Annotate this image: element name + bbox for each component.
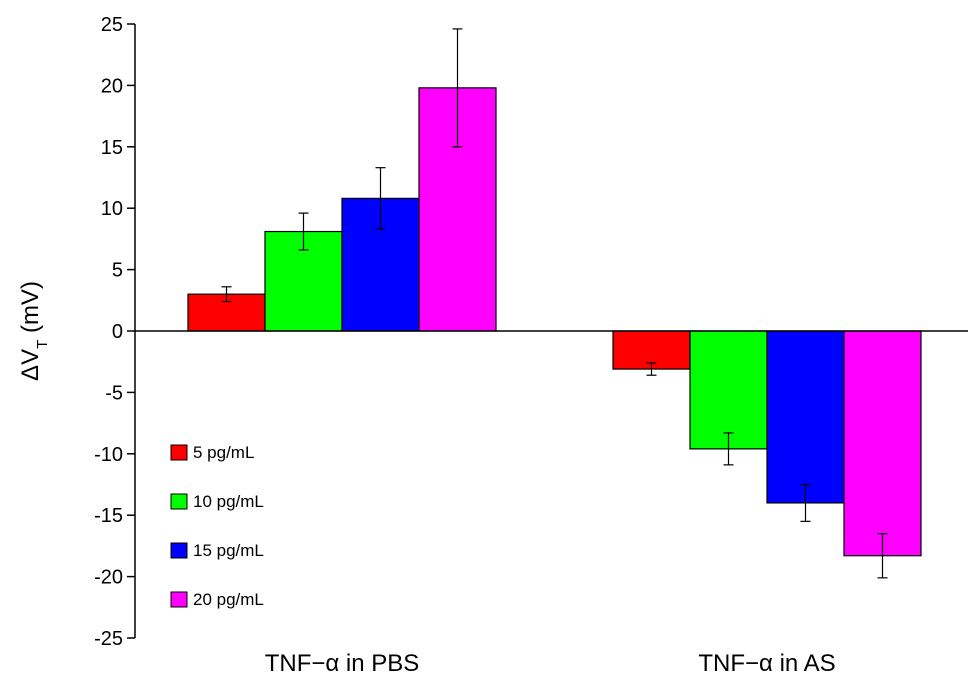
y-tick-label: 15 [101,137,123,159]
y-axis-title-subscript: T [34,340,51,349]
legend-label: 20 pg/mL [193,590,264,609]
y-tick-label: 10 [101,198,123,220]
bar-as-2 [689,330,768,450]
y-tick-label: 25 [101,14,123,36]
y-axis: 25 20 15 10 5 0 -5 -10 -15 -20 -25 [94,14,136,650]
legend: 5 pg/mL 10 pg/mL 15 pg/mL 20 pg/mL [170,443,264,609]
bar-as-4 [843,330,922,557]
bars [187,87,922,557]
y-tick-label: -25 [94,628,123,650]
legend-swatch [170,591,188,608]
legend-swatch [170,542,188,559]
legend-swatch [170,444,188,461]
legend-swatch [170,493,188,510]
y-tick-label: -10 [94,444,123,466]
y-tick-label: 5 [112,260,123,282]
y-tick-label: -5 [105,382,123,404]
y-tick-label: 20 [101,75,123,97]
y-axis-title-main: ΔV [17,349,44,381]
category-label: TNF−α in PBS [265,650,420,677]
legend-label: 10 pg/mL [193,492,264,511]
category-label: TNF−α in AS [698,650,835,677]
legend-label: 15 pg/mL [193,541,264,560]
y-tick-label: -20 [94,567,123,589]
y-tick-label: 0 [112,321,123,343]
category-labels: TNF−α in PBS TNF−α in AS [265,650,836,677]
bar-as-3 [766,330,845,504]
error-bars [221,28,888,579]
legend-label: 5 pg/mL [193,443,254,462]
y-axis-title-unit: (mV) [17,281,44,340]
y-tick-label: -15 [94,505,123,527]
y-axis-title: ΔVT (mV) [17,281,51,381]
